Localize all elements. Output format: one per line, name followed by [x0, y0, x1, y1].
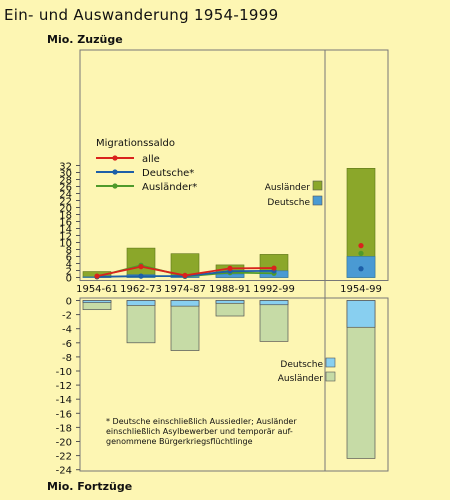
- y-axis-label-bottom: Mio. Fortzüge: [47, 480, 133, 493]
- legend-in-label: Deutsche: [267, 198, 310, 208]
- legend-saldo-label: Ausländer*: [142, 182, 197, 193]
- y-tick-label-top: 20: [59, 204, 72, 215]
- plot-frame-bottom: [79, 297, 389, 472]
- saldo-point-deutsche: [138, 273, 144, 279]
- legend-saldo-title: Migrationssaldo: [96, 138, 175, 149]
- y-tick-label-bottom: -24: [56, 466, 72, 477]
- bar-fortzuege-deutsche: [346, 300, 376, 328]
- bar-fortzuege-deutsche: [126, 300, 156, 306]
- legend-out-label: Deutsche: [280, 360, 323, 370]
- saldo-point-deutsche: [358, 266, 364, 272]
- y-tick-label-bottom: -22: [56, 452, 72, 463]
- bar-fortzuege-auslaender: [259, 300, 289, 342]
- legend-saldo-marker: [112, 183, 118, 189]
- y-axis-label-top: Mio. Zuzüge: [47, 33, 123, 46]
- y-tick-label-top: 4: [66, 260, 72, 271]
- saldo-point-auslaender: [358, 250, 364, 256]
- y-tick-label-top: 24: [59, 190, 72, 201]
- y-tick-label-top: 22: [59, 197, 72, 208]
- saldo-point-alle: [358, 243, 364, 249]
- y-tick-label-top: 2: [66, 267, 72, 278]
- y-tick-label-top: 30: [59, 169, 72, 180]
- x-tick-label: 1954-61: [76, 284, 118, 295]
- y-tick-label-top: 32: [59, 162, 72, 173]
- bar-fortzuege-deutsche: [215, 300, 245, 304]
- legend-saldo-marker: [112, 169, 118, 175]
- legend-saldo-marker: [112, 155, 118, 161]
- y-tick-label-top: 28: [59, 176, 72, 187]
- x-tick-label: 1954-99: [340, 284, 382, 295]
- saldo-point-alle: [138, 264, 144, 270]
- bar-fortzuege-auslaender: [126, 300, 156, 344]
- x-tick-label: 1974-87: [164, 284, 206, 295]
- saldo-point-alle: [94, 273, 100, 279]
- legend-in-swatch: [312, 195, 323, 206]
- y-tick-label-bottom: -16: [56, 409, 72, 420]
- plot-frame-top: [79, 49, 389, 281]
- footnote-line: genommene Bürgerkriegsflüchtlinge: [106, 437, 253, 446]
- legend-out-label: Ausländer: [278, 374, 324, 384]
- y-tick-label-bottom: 0: [66, 297, 72, 308]
- y-tick-label-bottom: -14: [56, 395, 72, 406]
- x-tick-label: 1962-73: [120, 284, 162, 295]
- y-tick-label-bottom: -12: [56, 381, 72, 392]
- y-tick-label-bottom: -6: [62, 339, 72, 350]
- saldo-point-alle: [271, 265, 277, 271]
- saldo-point-alle: [182, 272, 188, 278]
- x-tick-label: 1988-91: [209, 284, 251, 295]
- saldo-point-alle: [227, 265, 233, 271]
- footnote-line: * Deutsche einschließlich Aussiedler; Au…: [106, 417, 297, 426]
- legend-out-swatch: [325, 371, 336, 382]
- y-tick-label-bottom: -8: [62, 353, 72, 364]
- y-tick-label-bottom: -20: [56, 438, 72, 449]
- y-tick-label-top: 8: [66, 246, 72, 257]
- y-tick-label-top: 12: [59, 232, 72, 243]
- y-tick-label-bottom: -18: [56, 423, 72, 434]
- legend-out-swatch: [325, 357, 336, 368]
- y-tick-label-top: 10: [59, 239, 72, 250]
- y-tick-label-top: 18: [59, 211, 72, 222]
- footnote-line: einschließlich Asylbewerber und temporär…: [106, 427, 293, 436]
- bar-fortzuege-deutsche: [82, 300, 112, 303]
- chart-title: Ein- und Auswanderung 1954-1999: [4, 6, 279, 24]
- x-tick-label: 1992-99: [253, 284, 295, 295]
- y-tick-label-bottom: -10: [56, 367, 72, 378]
- y-tick-label-top: 0: [66, 274, 72, 285]
- bar-fortzuege-auslaender: [170, 300, 200, 351]
- legend-saldo-label: Deutsche*: [142, 168, 194, 179]
- y-tick-label-top: 16: [59, 218, 72, 229]
- y-tick-label-bottom: -2: [62, 311, 72, 322]
- y-tick-label-top: 26: [59, 183, 72, 194]
- legend-in-swatch: [312, 180, 323, 191]
- bar-fortzuege-deutsche: [170, 300, 200, 307]
- bar-fortzuege-deutsche: [259, 300, 289, 306]
- y-tick-label-bottom: -4: [62, 325, 72, 336]
- y-tick-label-top: 14: [59, 225, 72, 236]
- legend-in-label: Ausländer: [265, 183, 311, 193]
- y-tick-label-top: 6: [66, 253, 72, 264]
- legend-saldo-label: alle: [142, 154, 160, 165]
